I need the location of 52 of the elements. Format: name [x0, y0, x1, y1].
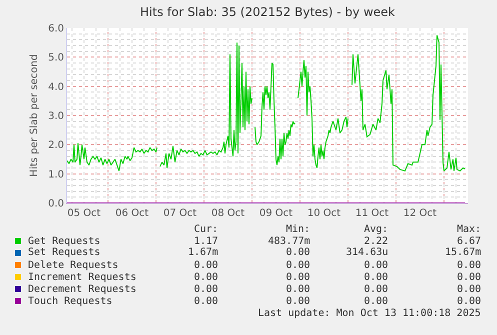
text: 1.67m [188, 247, 218, 258]
y-tick-label: 4.0 [48, 82, 64, 93]
text: 0.00 [194, 272, 218, 283]
text: 0.00 [457, 272, 482, 283]
text: Last update: Mon Oct 13 11:00:18 2025 [258, 308, 481, 319]
legend-label: Touch Requests [28, 296, 112, 307]
text: 483.77m [268, 236, 310, 247]
legend-label: Get Requests [28, 236, 100, 247]
y-tick-label: 6.0 [48, 24, 64, 34]
y-axis-title: Hits per Slab per second [29, 54, 40, 177]
text: 6.67 [457, 236, 482, 247]
text: 0.00 [194, 296, 218, 307]
text: 0.00 [364, 296, 388, 307]
y-tick-label: 0.0 [48, 198, 64, 210]
chart-title: Hits for Slab: 35 (202152 Bytes) - by week [140, 5, 396, 20]
text: 314.63u [346, 247, 388, 258]
text: 0.00 [194, 284, 218, 295]
text: 0.00 [364, 260, 388, 271]
legend-label: Decrement Requests [28, 284, 136, 295]
x-tick-label: 06 Oct [115, 208, 149, 219]
text: 0.00 [457, 260, 482, 271]
text: 0.00 [364, 272, 388, 283]
text: 0.00 [286, 260, 310, 271]
x-tick-label: 07 Oct [163, 208, 197, 219]
text: 0.00 [286, 296, 310, 307]
text: Min: [286, 224, 310, 235]
text: 0.00 [457, 284, 482, 295]
text: 0.00 [286, 284, 310, 295]
text: Cur: [194, 224, 218, 235]
text: 0.00 [194, 260, 218, 271]
text: 1.17 [194, 236, 218, 247]
x-tick-label: 05 Oct [67, 208, 101, 219]
text: 0.00 [286, 247, 310, 258]
legend-label: Delete Requests [28, 260, 118, 271]
text: Avg: [364, 224, 388, 235]
y-tick-label: 5.0 [48, 52, 64, 64]
y-tick-label: 3.0 [48, 111, 64, 122]
text: 2.22 [364, 236, 388, 247]
y-tick-label: 2.0 [48, 140, 64, 152]
y-tick-label: 1.0 [48, 169, 64, 180]
x-tick-label: 08 Oct [211, 208, 245, 219]
legend-label: Set Requests [28, 247, 100, 258]
x-tick-label: 10 Oct [307, 208, 341, 219]
x-tick-label: 09 Oct [259, 208, 293, 219]
x-tick-label: 12 Oct [403, 208, 437, 219]
text: 15.67m [445, 247, 482, 258]
x-tick-label: 11 Oct [355, 208, 389, 219]
text: Max: [457, 224, 482, 235]
text: 0.00 [286, 272, 310, 283]
legend-label: Increment Requests [28, 272, 136, 283]
text: 0.00 [364, 284, 388, 295]
text: 0.00 [457, 296, 482, 307]
